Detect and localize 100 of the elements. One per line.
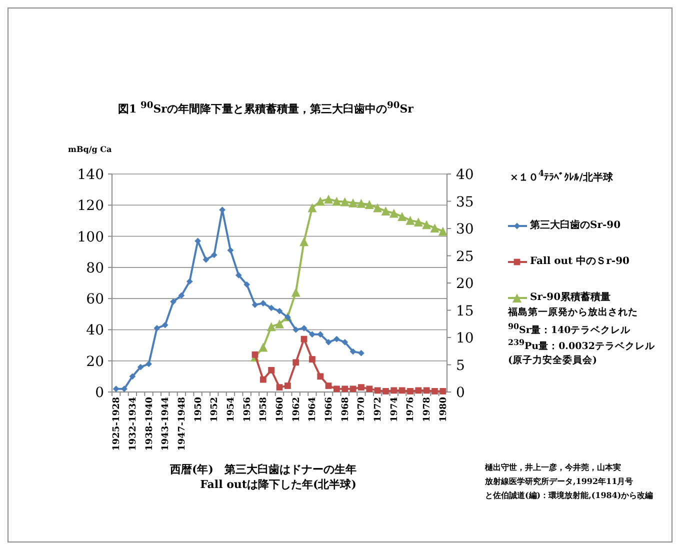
y2-tick-label: 10: [456, 330, 474, 346]
y-axis-title: mBq/g Ca: [68, 144, 112, 154]
point: [268, 304, 275, 312]
point: [333, 336, 340, 342]
point: [178, 292, 185, 299]
y-tick-label: 80: [86, 260, 104, 276]
point: [415, 387, 422, 394]
point: [276, 308, 283, 314]
point: [414, 217, 423, 226]
point: [235, 272, 242, 278]
point: [258, 342, 268, 352]
point: [350, 386, 356, 392]
y-tick-label: 40: [86, 322, 104, 339]
text: $^{239}$Pu量：0.0032テラベクレル: [508, 338, 655, 354]
point: [350, 348, 356, 355]
x-tick-label: 1958: [259, 397, 270, 422]
point: [284, 382, 291, 389]
point: [398, 387, 406, 394]
point: [364, 200, 374, 210]
text: 樋出守世，井上一彦，今井莞，山本実: [485, 462, 621, 473]
point: [381, 206, 390, 216]
point: [432, 388, 438, 394]
point: [186, 278, 193, 285]
point: [300, 324, 308, 332]
y2-tick-label: 35: [456, 194, 474, 210]
y-tick-label: 140: [77, 167, 104, 183]
x-tick-label: 1947-1948: [177, 397, 188, 451]
point: [342, 338, 348, 346]
point: [389, 208, 398, 218]
point: [292, 359, 300, 366]
point: [358, 384, 364, 391]
point: [252, 351, 258, 358]
x-tick-label: 1978: [422, 397, 433, 422]
point: [356, 198, 366, 208]
x-tick-label: 1925-1928: [112, 397, 122, 451]
point: [440, 388, 446, 394]
text: (原子力安全委員会): [508, 354, 597, 367]
x-tick-label: 1976: [406, 397, 416, 422]
x-tick-label: 1970: [357, 397, 368, 422]
legend-label: Fall out 中のＳr-90: [530, 254, 630, 268]
point: [422, 220, 432, 230]
point: [325, 382, 332, 389]
point: [366, 386, 373, 392]
point: [162, 322, 168, 328]
point: [227, 247, 234, 254]
point: [300, 336, 308, 342]
point: [154, 324, 160, 332]
point: [342, 386, 348, 392]
legend-label: Sr-90累積蓄積量: [530, 290, 611, 304]
point: [268, 367, 275, 374]
point: [244, 281, 250, 288]
point: [423, 387, 430, 394]
point: [260, 376, 266, 383]
point: [407, 388, 414, 394]
point: [260, 300, 266, 306]
x-tick-label: 1950: [194, 397, 204, 422]
point: [373, 203, 382, 212]
point: [348, 198, 358, 208]
x-tick-label: 1966: [324, 397, 335, 422]
point: [308, 331, 316, 338]
point: [325, 338, 332, 346]
x-tick-label: 1980: [438, 397, 449, 422]
point: [121, 386, 128, 392]
point: [202, 256, 210, 263]
text: 放射線医学研究所データ,1992年11月号: [485, 476, 634, 487]
y2-axis-title: ×１０$^{4}$ﾃﾗﾍﾞｸﾚﾙ/北半球: [510, 168, 613, 184]
point: [170, 298, 176, 305]
x-tick-label: 1968: [340, 397, 351, 422]
x-tick-label: 1960: [276, 397, 286, 422]
point: [112, 386, 120, 392]
point: [210, 252, 218, 258]
y-tick-label: 120: [77, 198, 104, 214]
y2-tick-label: 0: [456, 385, 465, 401]
legend-label: 第三大臼歯のSr-90: [530, 218, 621, 232]
y-tick-label: 20: [86, 354, 104, 370]
x-tick-label: 1956: [242, 397, 253, 422]
point: [358, 350, 364, 356]
point: [430, 223, 440, 232]
point: [406, 216, 415, 225]
point: [308, 356, 316, 362]
point: [129, 373, 136, 380]
y-tick-label: 100: [77, 229, 104, 246]
point: [374, 387, 381, 394]
x-tick-label: 1962: [292, 397, 302, 422]
y2-tick-label: 25: [456, 248, 474, 265]
point: [275, 319, 284, 328]
x-tick-label: 1938-1940: [144, 397, 155, 451]
y-tick-label: 60: [86, 292, 104, 308]
point: [252, 302, 258, 308]
x-tick-label: 1972: [374, 397, 384, 422]
point: [382, 388, 389, 394]
point: [300, 237, 309, 246]
text: 福島第一原発から放出された: [508, 306, 638, 319]
x-tick-label: 1964: [308, 397, 318, 422]
x-tick-label: 1954: [226, 397, 236, 422]
y2-tick-label: 40: [456, 167, 474, 183]
point: [317, 373, 324, 380]
x-tick-label: 1932-1934: [128, 397, 138, 451]
y2-tick-label: 15: [456, 303, 474, 320]
point: [316, 196, 325, 206]
